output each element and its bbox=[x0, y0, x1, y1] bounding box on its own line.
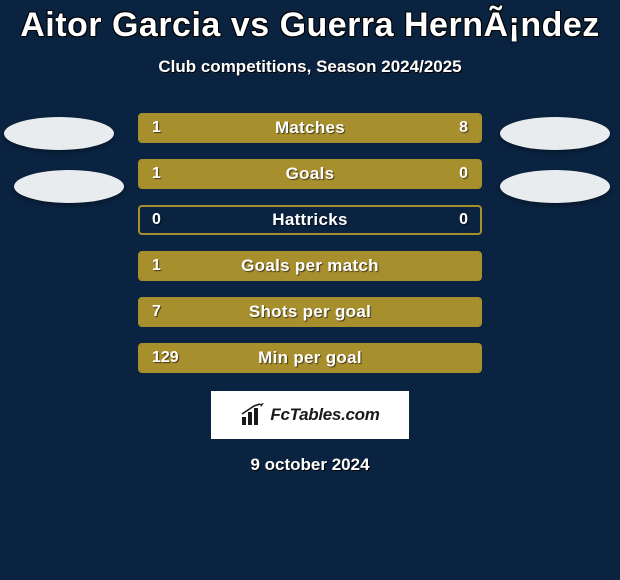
player2-name: Guerra HernÃ¡ndez bbox=[280, 6, 600, 44]
stat-bar-label: Matches bbox=[140, 115, 480, 141]
stat-bar-row: Goals1 0 bbox=[138, 159, 482, 189]
brand-text: FcTables.com bbox=[270, 405, 379, 425]
stat-bar-value-right: 0 bbox=[459, 207, 468, 233]
stat-bar-value-left: 129 bbox=[152, 345, 179, 371]
stat-bar-value-left: 7 bbox=[152, 299, 161, 325]
team-badge-right-2 bbox=[500, 170, 610, 203]
stat-bar-row: Shots per goal7 bbox=[138, 297, 482, 327]
vs-label: vs bbox=[231, 6, 270, 44]
stat-bar-label: Goals bbox=[140, 161, 480, 187]
fctables-logo-icon bbox=[240, 403, 266, 427]
stat-bar-row: Goals per match1 bbox=[138, 251, 482, 281]
stat-bar-label: Hattricks bbox=[140, 207, 480, 233]
player1-name: Aitor Garcia bbox=[20, 6, 221, 44]
stat-bar-value-left: 1 bbox=[152, 115, 161, 141]
stat-bar-row: Min per goal129 bbox=[138, 343, 482, 373]
comparison-infographic: Aitor Garcia vs Guerra HernÃ¡ndez Club c… bbox=[0, 0, 620, 580]
stat-bar-value-right: 0 bbox=[459, 161, 468, 187]
stat-bar-row: Hattricks0 0 bbox=[138, 205, 482, 235]
subtitle: Club competitions, Season 2024/2025 bbox=[0, 57, 620, 77]
stat-bar-label: Min per goal bbox=[140, 345, 480, 371]
stat-bar-row: Matches1 8 bbox=[138, 113, 482, 143]
page-title: Aitor Garcia vs Guerra HernÃ¡ndez bbox=[0, 6, 620, 45]
team-badge-right-1 bbox=[500, 117, 610, 150]
stat-bar-value-left: 1 bbox=[152, 161, 161, 187]
team-badge-left-1 bbox=[4, 117, 114, 150]
stat-bar-value-left: 0 bbox=[152, 207, 161, 233]
stat-bars: Matches18Goals10Hattricks00Goals per mat… bbox=[138, 113, 482, 373]
chart-stage: Matches18Goals10Hattricks00Goals per mat… bbox=[0, 113, 620, 475]
date-label: 9 october 2024 bbox=[0, 455, 620, 475]
brand-box[interactable]: FcTables.com bbox=[211, 391, 409, 439]
stat-bar-label: Goals per match bbox=[140, 253, 480, 279]
stat-bar-label: Shots per goal bbox=[140, 299, 480, 325]
stat-bar-value-right: 8 bbox=[459, 115, 468, 141]
stat-bar-value-left: 1 bbox=[152, 253, 161, 279]
team-badge-left-2 bbox=[14, 170, 124, 203]
